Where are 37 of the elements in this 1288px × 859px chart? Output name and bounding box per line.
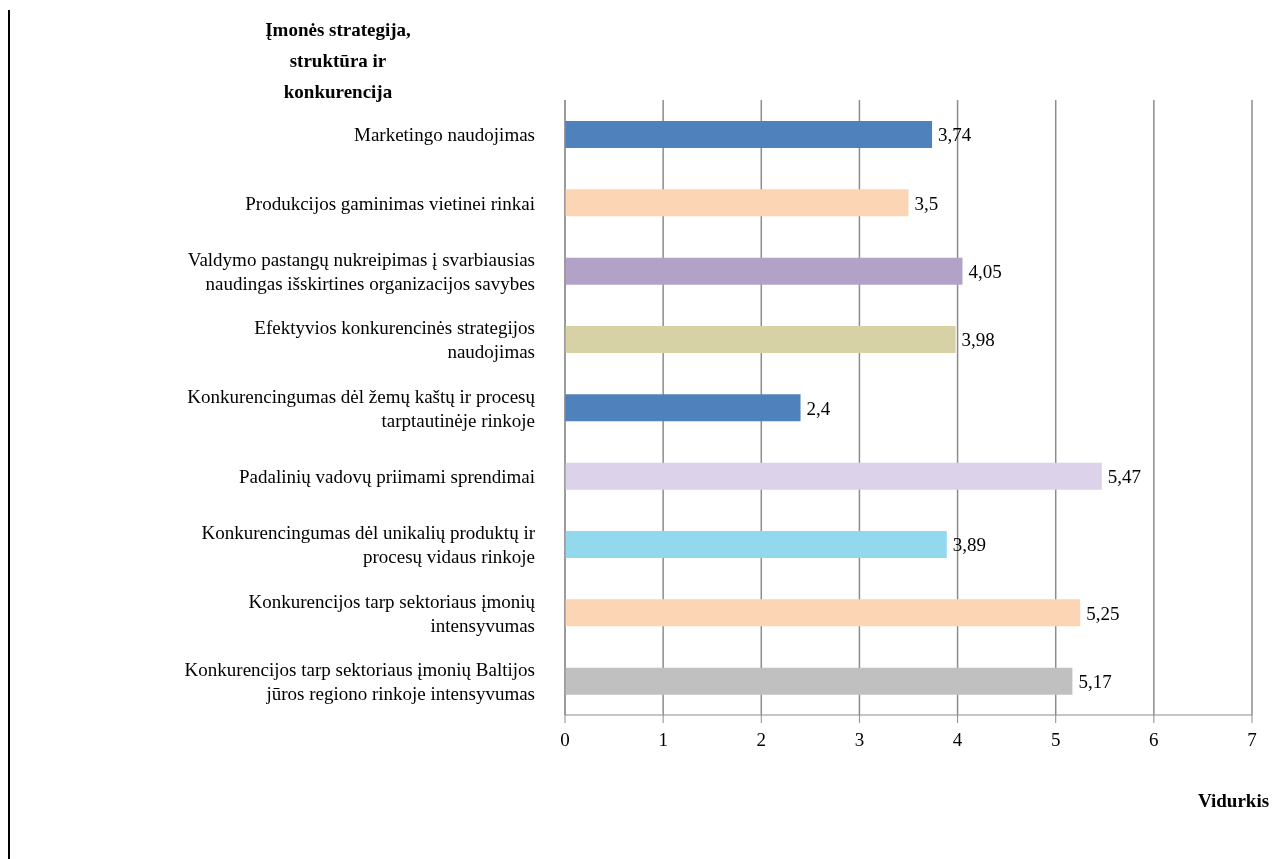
y-axis-title: Įmonės strategija, struktūra ir konkurencija — [264, 18, 412, 104]
data-label: 5,25 — [1086, 602, 1120, 624]
y-tick-label: Konkurencijos tarp sektoriaus įmonių Baltijos jūros regiono rinkoje intensyvumas — [184, 658, 535, 704]
data-label: 3,98 — [961, 329, 995, 351]
bar — [565, 121, 933, 148]
y-tick-label: Valdymo pastangų nukreipimas į svarbiausias naudingas išskirtines organizacijos savybes — [187, 248, 535, 294]
x-tick-label: 1 — [658, 729, 668, 751]
x-tick-label: 6 — [1149, 729, 1159, 751]
y-tick-label: Produkcijos gaminimas vietinei rinkai — [245, 192, 535, 213]
data-label: 2,4 — [806, 397, 831, 419]
x-axis-title: Vidurkis — [1198, 790, 1270, 812]
data-label: 4,05 — [968, 260, 1002, 282]
x-tick-label: 5 — [1050, 729, 1061, 751]
y-tick-label: Konkurencingumas dėl unikalių produktų ir procesų vidaus rinkoje — [201, 521, 536, 567]
bar — [565, 531, 947, 558]
data-label: 3,74 — [938, 124, 972, 146]
x-tick-label: 0 — [560, 729, 570, 751]
data-label: 5,47 — [1107, 465, 1142, 487]
bar — [565, 667, 1073, 695]
y-tick-label: Konkurencijos tarp sektoriaus įmonių intensyvumas — [248, 590, 536, 635]
data-label: 5,17 — [1078, 670, 1112, 692]
x-tick-label: 4 — [952, 729, 963, 751]
x-tick-label: 2 — [756, 729, 767, 751]
bar — [565, 599, 1081, 627]
y-tick-label: Efektyvios konkurencinės strategijos naudojimas — [254, 316, 535, 362]
y-tick-label: Padalinių vadovų priimami sprendimai — [238, 465, 535, 487]
bar — [565, 257, 963, 285]
y-tick-label: Konkurencingumas dėl žemų kaštų ir procesų tarptautinėje rinkoje — [187, 385, 536, 430]
bar — [565, 462, 1102, 490]
data-label: 3,89 — [952, 534, 987, 556]
y-tick-label: Marketingo naudojimas — [354, 123, 535, 145]
x-tick-label: 7 — [1247, 729, 1257, 751]
bar — [565, 326, 956, 353]
bar — [565, 189, 909, 217]
bar — [565, 394, 801, 422]
data-label: 3,5 — [914, 192, 939, 214]
x-tick-label: 3 — [854, 729, 865, 751]
